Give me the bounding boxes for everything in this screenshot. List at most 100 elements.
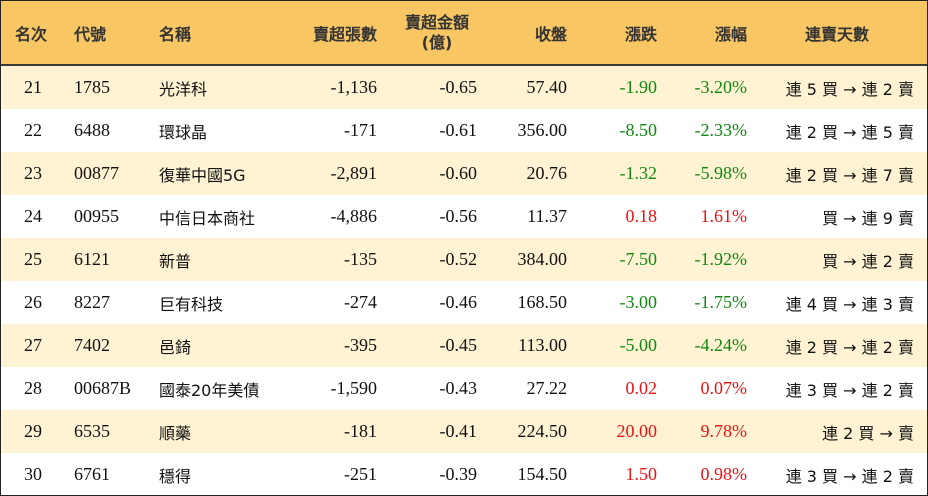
table-row: 30 6761 穩得 -251 -0.39 154.50 1.50 0.98% 連 3 買 → …: [1, 453, 927, 495]
sell-lots-cell: -274: [344, 292, 377, 312]
rank-cell: 21: [24, 77, 42, 97]
rank-cell: 24: [24, 206, 42, 226]
change-pct-cell: -5.98%: [694, 163, 748, 183]
streak-cell: 連 3 買 → 連 2 賣: [785, 466, 914, 486]
col-streak-header: 連賣天數: [804, 24, 869, 44]
change-pct-cell: -4.24%: [694, 335, 748, 355]
rank-cell: 27: [24, 335, 42, 355]
close-cell: 384.00: [517, 249, 568, 269]
streak-cell: 買 → 連 9 賣: [822, 208, 914, 228]
table-row: 22 6488 環球晶 -171 -0.61 356.00 -8.50 -2.33% 連 2 買…: [1, 109, 927, 152]
change-pct-cell: 0.98%: [700, 464, 748, 484]
name-cell: 復華中國5G: [159, 165, 246, 185]
col-change-pct-header: 漲幅: [714, 24, 747, 44]
close-cell: 57.40: [526, 77, 568, 97]
change-pct-cell: 0.07%: [700, 378, 748, 398]
change-pct-cell: -1.75%: [694, 292, 748, 312]
close-cell: 11.37: [527, 206, 567, 226]
col-sell-amount-label: 賣超金額: [404, 12, 469, 32]
sell-lots-cell: -395: [344, 335, 377, 355]
change-cell: -3.00: [619, 292, 658, 312]
col-close-header: 收盤: [534, 24, 567, 44]
table-row: 29 6535 順藥 -181 -0.41 224.50 20.00 9.78% 連 2 買 →…: [1, 410, 927, 453]
sell-amount-cell: -0.39: [439, 464, 478, 484]
name-cell: 光洋科: [159, 79, 208, 99]
col-sell-amount-header: 賣超金額 (億): [397, 1, 477, 64]
name-cell: 巨有科技: [159, 294, 224, 314]
change-cell: 0.18: [625, 206, 658, 226]
sell-lots-cell: -251: [344, 464, 377, 484]
col-rank-header: 名次: [15, 24, 48, 44]
streak-cell: 連 4 買 → 連 3 賣: [785, 294, 914, 314]
code-cell: 6121: [74, 249, 110, 269]
name-cell: 環球晶: [159, 122, 208, 142]
close-cell: 27.22: [526, 378, 568, 398]
sell-amount-cell: -0.56: [439, 206, 478, 226]
streak-cell: 買 → 連 2 賣: [822, 251, 914, 271]
rank-cell: 22: [24, 120, 42, 140]
sell-lots-cell: -181: [344, 421, 377, 441]
code-cell: 6488: [74, 120, 110, 140]
table-row: 28 00687B 國泰20年美債 -1,590 -0.43 27.22 0.02 0.07%…: [1, 367, 927, 410]
col-change-header: 漲跌: [624, 24, 657, 44]
streak-cell: 連 5 買 → 連 2 賣: [785, 79, 914, 99]
name-cell: 邑錡: [159, 337, 192, 357]
name-cell: 穩得: [159, 466, 192, 486]
change-cell: 20.00: [616, 421, 658, 441]
col-sell-amount-unit: (億): [421, 32, 453, 52]
table-row: 27 7402 邑錡 -395 -0.45 113.00 -5.00 -4.24% 連 2 買 …: [1, 324, 927, 367]
code-cell: 00877: [74, 163, 119, 183]
sell-amount-cell: -0.65: [439, 77, 478, 97]
change-cell: -8.50: [619, 120, 658, 140]
name-cell: 國泰20年美債: [159, 380, 260, 400]
change-cell: 1.50: [625, 464, 658, 484]
streak-cell: 連 2 買 → 賣: [822, 423, 914, 443]
col-code-header: 代號: [74, 24, 107, 44]
code-cell: 7402: [74, 335, 110, 355]
table-row: 23 00877 復華中國5G -2,891 -0.60 20.76 -1.32 -5.98%…: [1, 152, 927, 195]
code-cell: 6535: [74, 421, 110, 441]
close-cell: 20.76: [526, 163, 568, 183]
code-cell: 8227: [74, 292, 110, 312]
code-cell: 1785: [74, 77, 110, 97]
sell-lots-cell: -1,590: [330, 378, 378, 398]
table-row: 24 00955 中信日本商社 -4,886 -0.56 11.37 0.18 1.61% 買 …: [1, 195, 927, 238]
streak-cell: 連 2 買 → 連 7 賣: [785, 165, 914, 185]
name-cell: 中信日本商社: [159, 208, 256, 228]
change-pct-cell: 9.78%: [700, 421, 748, 441]
sell-amount-cell: -0.60: [439, 163, 478, 183]
code-cell: 00687B: [74, 378, 132, 398]
code-cell: 6761: [74, 464, 110, 484]
table-header: 名次 代號 名稱 賣超張數 賣超金額 (億) 收盤 漲跌 漲幅 連賣天數: [1, 1, 927, 66]
col-sell-lots-header: 賣超張數: [312, 24, 377, 44]
change-pct-cell: -3.20%: [694, 77, 748, 97]
close-cell: 113.00: [518, 335, 567, 355]
table-row: 26 8227 巨有科技 -274 -0.46 168.50 -3.00 -1.75% 連 4 …: [1, 281, 927, 324]
streak-cell: 連 2 買 → 連 2 賣: [785, 337, 914, 357]
rank-cell: 25: [24, 249, 42, 269]
change-cell: -5.00: [619, 335, 658, 355]
rank-cell: 29: [24, 421, 42, 441]
change-cell: 0.02: [625, 378, 658, 398]
streak-cell: 連 2 買 → 連 5 賣: [785, 122, 914, 142]
change-pct-cell: -1.92%: [694, 249, 748, 269]
name-cell: 順藥: [159, 423, 192, 443]
close-cell: 356.00: [517, 120, 568, 140]
sell-lots-cell: -1,136: [330, 77, 378, 97]
table-row: 25 6121 新普 -135 -0.52 384.00 -7.50 -1.92% 買 → 連 …: [1, 238, 927, 281]
rank-cell: 28: [24, 378, 42, 398]
rank-cell: 23: [24, 163, 42, 183]
change-cell: -1.90: [619, 77, 658, 97]
sell-amount-cell: -0.61: [439, 120, 478, 140]
close-cell: 224.50: [517, 421, 568, 441]
name-cell: 新普: [159, 251, 192, 271]
code-cell: 00955: [74, 206, 119, 226]
close-cell: 154.50: [517, 464, 568, 484]
sell-lots-cell: -4,886: [330, 206, 378, 226]
rank-cell: 30: [24, 464, 42, 484]
change-cell: -7.50: [619, 249, 658, 269]
change-cell: -1.32: [619, 163, 658, 183]
close-cell: 168.50: [517, 292, 568, 312]
sell-amount-cell: -0.43: [439, 378, 478, 398]
